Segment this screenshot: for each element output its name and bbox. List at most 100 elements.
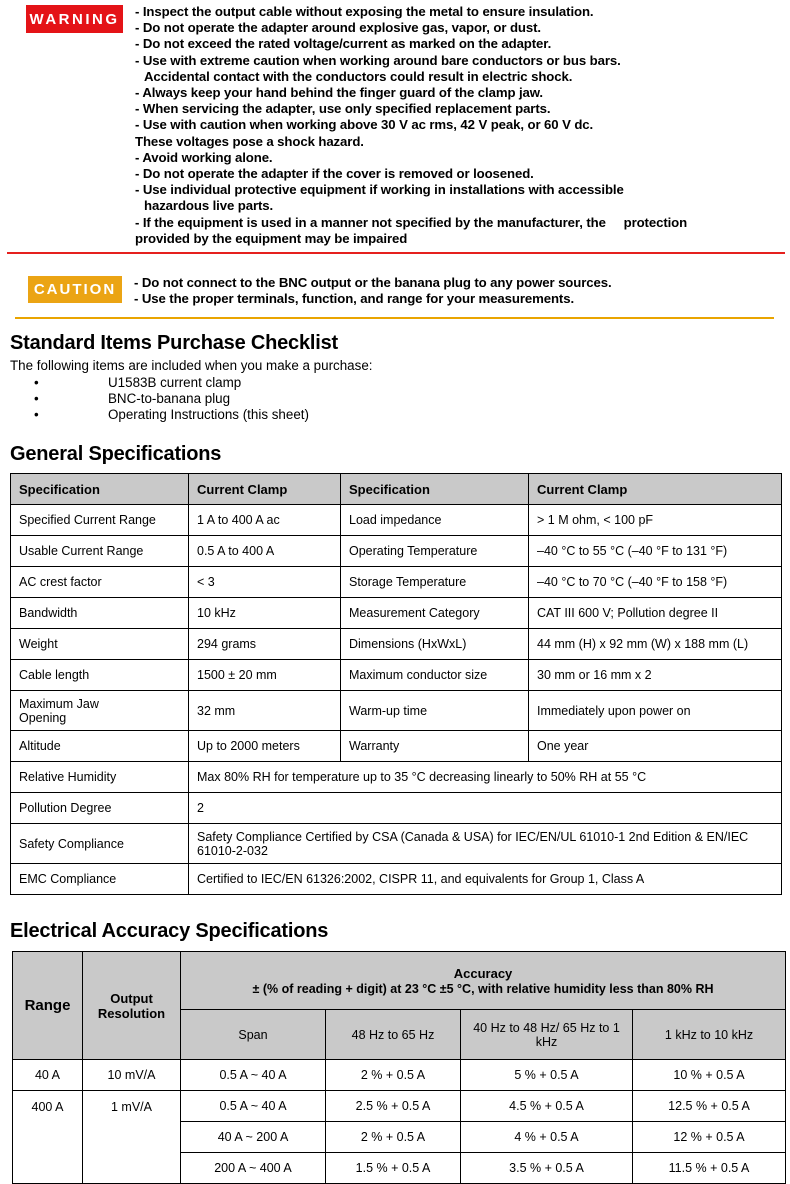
table-header-row: Range Output Resolution Accuracy ± (% of…	[12, 951, 787, 1061]
warning-line: - Always keep your hand behind the finge…	[135, 85, 543, 101]
spec-value-cell: Up to 2000 meters	[188, 730, 341, 763]
caution-divider-rule	[15, 317, 774, 320]
warning-divider-rule	[7, 252, 785, 255]
warning-line: - Use with caution when working above 30…	[135, 117, 594, 133]
table-subheader-row: Span 48 Hz to 65 Hz 40 Hz to 48 Hz/ 65 H…	[13, 1009, 787, 1061]
warning-line: hazardous live parts.	[144, 198, 274, 214]
spec-value-cell: 30 mm or 16 mm x 2	[528, 659, 782, 692]
span-cell: 200 A ~ 400 A	[180, 1152, 326, 1184]
spec-label-cell: AC crest factor	[10, 566, 189, 599]
span-cell: 0.5 A ~ 40 A	[180, 1059, 326, 1092]
warning-line: These voltages pose a shock hazard.	[135, 133, 364, 149]
table-row: Pollution Degree 2	[10, 792, 782, 825]
table-row: EMC Compliance Certified to IEC/EN 61326…	[10, 863, 782, 896]
spec-label-cell: Storage Temperature	[340, 566, 529, 599]
table-row: Relative Humidity Max 80% RH for tempera…	[10, 761, 782, 794]
accuracy-cell: 11.5 % + 0.5 A	[631, 1152, 787, 1184]
accuracy-cell: 2 % + 0.5 A	[325, 1059, 461, 1092]
spec-label-cell: Maximum conductor size	[340, 659, 529, 692]
spec-value-cell: Certified to IEC/EN 61326:2002, CISPR 11…	[188, 863, 782, 896]
electrical-accuracy-title: Electrical Accuracy Specifications	[10, 920, 329, 943]
spec-label-cell: Bandwidth	[10, 597, 189, 630]
warning-line: - Do not exceed the rated voltage/curren…	[135, 36, 552, 52]
spec-label-cell: Weight	[10, 628, 189, 661]
accuracy-cell: 12.5 % + 0.5 A	[631, 1090, 787, 1123]
list-item: • U1583B current clamp	[0, 375, 790, 391]
table-row: Weight 294 grams Dimensions (HxWxL) 44 m…	[10, 628, 782, 661]
warning-line: provided by the equipment may be impaire…	[135, 230, 408, 246]
accuracy-title: Accuracy	[453, 965, 513, 981]
warning-section: WARNING - Inspect the output cable witho…	[0, 0, 790, 247]
list-item-label: BNC-to-banana plug	[108, 391, 231, 407]
column-header: Current Clamp	[528, 473, 782, 506]
caution-line: - Do not connect to the BNC output or th…	[134, 275, 612, 291]
table-row: Altitude Up to 2000 meters Warranty One …	[10, 730, 782, 763]
spec-value-cell: 32 mm	[188, 690, 341, 732]
spec-value-cell: –40 °C to 70 °C (–40 °F to 158 °F)	[528, 566, 782, 599]
spec-value-cell: 2	[188, 792, 782, 825]
spec-value-cell: 0.5 A to 400 A	[188, 535, 341, 568]
spec-value-cell: CAT III 600 V; Pollution degree II	[528, 597, 782, 630]
warning-line: - Use with extreme caution when working …	[135, 52, 621, 68]
spec-label-cell: Measurement Category	[340, 597, 529, 630]
span-cell: 40 A ~ 200 A	[180, 1121, 326, 1154]
table-header-row: Specification Current Clamp Specificatio…	[10, 473, 782, 506]
column-header-accuracy: Accuracy ± (% of reading + digit) at 23 …	[179, 951, 787, 1011]
list-item-label: Operating Instructions (this sheet)	[108, 406, 309, 422]
spec-value-cell: One year	[528, 730, 782, 763]
spec-value-cell: Max 80% RH for temperature up to 35 °C d…	[188, 761, 782, 794]
spec-label: Maximum Jaw Opening	[19, 696, 99, 725]
column-header-1-10khz: 1 kHz to 10 kHz	[631, 1009, 787, 1061]
accuracy-cell: 12 % + 0.5 A	[631, 1121, 787, 1154]
resolution-cell: 10 mV/A	[82, 1059, 181, 1092]
column-header-output-resolution: Output Resolution	[82, 951, 181, 1061]
spec-label-cell: Safety Compliance	[10, 823, 189, 865]
checklist-title: Standard Items Purchase Checklist	[10, 332, 338, 355]
general-specs-title: General Specifications	[10, 443, 222, 466]
warning-line: Accidental contact with the conductors c…	[144, 68, 573, 84]
column-header: Specification	[10, 473, 189, 506]
range-cell: 400 A	[12, 1090, 83, 1184]
spec-label-cell: Maximum Jaw Opening	[10, 690, 189, 732]
column-header-40-48hz: 40 Hz to 48 Hz/ 65 Hz to 1 kHz	[460, 1009, 633, 1061]
column-header: Current Clamp	[188, 473, 341, 506]
resolution-cell: 1 mV/A	[82, 1090, 181, 1184]
caution-section: CAUTION - Do not connect to the BNC outp…	[0, 275, 790, 307]
spec-value-cell: > 1 M ohm, < 100 pF	[528, 504, 782, 537]
caution-badge: CAUTION	[28, 276, 122, 304]
list-item: • Operating Instructions (this sheet)	[0, 407, 790, 423]
general-specs-table: Specification Current Clamp Specificatio…	[10, 473, 782, 896]
spec-label-cell: Pollution Degree	[10, 792, 189, 825]
accuracy-note: ± (% of reading + digit) at 23 °C ±5 °C,…	[252, 981, 714, 996]
warning-line: - If the equipment is used in a manner n…	[135, 214, 688, 230]
accuracy-cell: 1.5 % + 0.5 A	[325, 1152, 461, 1184]
accuracy-cell: 10 % + 0.5 A	[631, 1059, 787, 1092]
spec-value-cell: Safety Compliance Certified by CSA (Cana…	[188, 823, 782, 865]
spec-label-cell: Relative Humidity	[10, 761, 189, 794]
spec-value-cell: 44 mm (H) x 92 mm (W) x 188 mm (L)	[528, 628, 782, 661]
table-row: Usable Current Range 0.5 A to 400 A Oper…	[10, 535, 782, 568]
spec-value-cell: < 3	[188, 566, 341, 599]
accuracy-cell: 5 % + 0.5 A	[460, 1059, 633, 1092]
checklist-items: • U1583B current clamp • BNC-to-banana p…	[0, 375, 790, 422]
accuracy-cell: 3.5 % + 0.5 A	[460, 1152, 633, 1184]
table-row: Specified Current Range 1 A to 400 A ac …	[10, 504, 782, 537]
spec-label-cell: Load impedance	[340, 504, 529, 537]
column-header-span: Span	[180, 1009, 326, 1061]
bullet-icon: •	[34, 375, 39, 391]
table-row: 400 A 1 mV/A 0.5 A ~ 40 A 2.5 % + 0.5 A …	[12, 1090, 787, 1184]
warning-badge: WARNING	[26, 5, 123, 33]
table-row: Safety Compliance Safety Compliance Cert…	[10, 823, 782, 865]
bullet-icon: •	[34, 391, 39, 407]
column-header-range: Range	[12, 951, 83, 1061]
spec-label-cell: Dimensions (HxWxL)	[340, 628, 529, 661]
spec-label-cell: Specified Current Range	[10, 504, 189, 537]
range-cell: 40 A	[12, 1059, 83, 1092]
warning-line: - Do not operate the adapter if the cove…	[135, 166, 534, 182]
table-row: Bandwidth 10 kHz Measurement Category CA…	[10, 597, 782, 630]
checklist-intro: The following items are included when yo…	[10, 358, 373, 374]
warning-line: - Inspect the output cable without expos…	[135, 4, 594, 19]
spec-label-cell: Usable Current Range	[10, 535, 189, 568]
accuracy-cell: 2.5 % + 0.5 A	[325, 1090, 461, 1123]
